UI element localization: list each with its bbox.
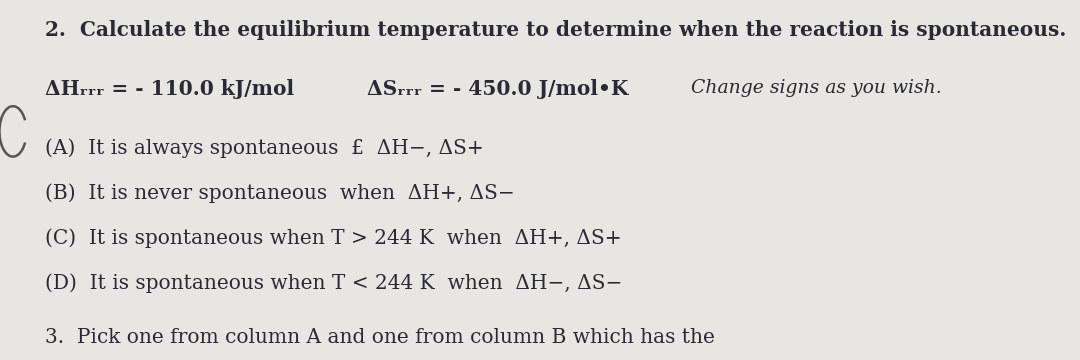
Text: ΔSᵣᵣᵣ = - 450.0 J/mol•K: ΔSᵣᵣᵣ = - 450.0 J/mol•K: [367, 79, 629, 99]
Text: (C)  It is spontaneous when T > 244 K  when  ΔH+, ΔS+: (C) It is spontaneous when T > 244 K whe…: [45, 229, 622, 248]
Text: 2.  Calculate the equilibrium temperature to determine when the reaction is spon: 2. Calculate the equilibrium temperature…: [45, 20, 1067, 40]
Text: (D)  It is spontaneous when T < 244 K  when  ΔH−, ΔS−: (D) It is spontaneous when T < 244 K whe…: [45, 274, 623, 293]
Text: ΔHᵣᵣᵣ = - 110.0 kJ/mol: ΔHᵣᵣᵣ = - 110.0 kJ/mol: [45, 79, 295, 99]
Text: (A)  It is always spontaneous  £  ΔH−, ΔS+: (A) It is always spontaneous £ ΔH−, ΔS+: [45, 139, 484, 158]
Text: (B)  It is never spontaneous  when  ΔH+, ΔS−: (B) It is never spontaneous when ΔH+, ΔS…: [45, 184, 515, 203]
Text: Change signs as you wish.: Change signs as you wish.: [691, 79, 942, 97]
Text: 3.  Pick one from column A and one from column B which has the: 3. Pick one from column A and one from c…: [45, 328, 715, 347]
